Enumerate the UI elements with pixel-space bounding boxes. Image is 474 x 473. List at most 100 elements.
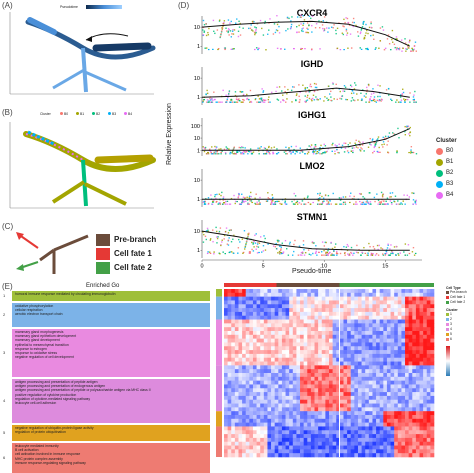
heatmap-cell xyxy=(415,346,420,351)
heatmap-cell xyxy=(325,376,330,381)
data-point xyxy=(267,197,269,199)
data-point xyxy=(270,203,273,205)
heatmap-cell xyxy=(419,453,424,458)
heatmap-cell xyxy=(361,350,366,355)
heatmap-cell xyxy=(274,399,279,404)
heatmap-cell xyxy=(318,331,323,336)
heatmap-cell xyxy=(278,300,283,305)
heatmap-cell xyxy=(231,311,236,317)
heatmap-cell xyxy=(300,357,304,362)
heatmap-cell xyxy=(332,384,337,389)
heatmap-cell xyxy=(401,399,406,404)
data-point xyxy=(290,23,293,26)
heatmap-cell xyxy=(415,418,420,423)
data-point xyxy=(237,247,240,249)
heatmap-cell xyxy=(408,411,413,416)
heatmap-cell xyxy=(224,331,228,336)
data-point xyxy=(300,14,302,17)
heatmap-cell xyxy=(415,422,420,427)
heatmap-cell xyxy=(386,426,391,431)
heatmap-cell xyxy=(379,323,384,328)
heatmap-cell xyxy=(303,376,308,381)
data-point xyxy=(212,201,215,203)
heatmap-cell xyxy=(292,311,297,317)
data-point xyxy=(311,15,314,17)
cluster-label-b3: B3 xyxy=(446,181,454,187)
heatmap-cell xyxy=(285,437,290,443)
heatmap-cell xyxy=(343,415,348,420)
data-point xyxy=(221,27,224,29)
heatmap-cell xyxy=(408,346,413,351)
data-point xyxy=(230,229,232,231)
data-point xyxy=(360,147,362,149)
heatmap-cell xyxy=(325,296,330,301)
data-point xyxy=(206,252,209,255)
heatmap-cell xyxy=(354,453,359,458)
heatmap-cell xyxy=(292,319,297,324)
heatmap-cell xyxy=(415,327,420,332)
heatmap-cell xyxy=(321,411,326,416)
heatmap-cell xyxy=(252,399,257,404)
heatmap-cell xyxy=(405,430,409,435)
heatmap-cell xyxy=(278,311,283,317)
heatmap-cell xyxy=(249,304,254,309)
heatmap-cell xyxy=(281,304,286,309)
heatmap-cell xyxy=(347,426,352,431)
data-point xyxy=(214,98,216,101)
heatmap-cell xyxy=(405,300,409,305)
data-point xyxy=(400,94,402,96)
heatmap-cell xyxy=(430,369,435,374)
data-point xyxy=(414,90,416,93)
data-point xyxy=(273,146,275,148)
data-point xyxy=(212,48,214,50)
heatmap-cell xyxy=(339,331,344,336)
heatmap-cell xyxy=(242,395,247,401)
heatmap-cell xyxy=(390,445,395,450)
data-point xyxy=(211,101,214,103)
heatmap-cell xyxy=(249,441,254,446)
data-point xyxy=(215,101,217,103)
data-point xyxy=(250,24,252,26)
heatmap-cell xyxy=(347,338,352,343)
heatmap-cell xyxy=(325,300,330,305)
heatmap-cell xyxy=(307,380,312,385)
heatmap-cell xyxy=(426,289,431,294)
data-point xyxy=(262,90,265,92)
heatmap-cell xyxy=(256,434,261,439)
heatmap-cell xyxy=(426,388,431,393)
data-point xyxy=(415,203,417,205)
heatmap-cell xyxy=(365,449,370,454)
heatmap-cell xyxy=(379,327,384,332)
heatmap-cell xyxy=(350,350,355,355)
heatmap-cell xyxy=(401,331,406,336)
heatmap-cell xyxy=(252,350,257,355)
data-point xyxy=(408,41,411,43)
data-point xyxy=(366,254,368,256)
data-point xyxy=(278,200,280,203)
swatch-cell-fate-1 xyxy=(96,248,110,260)
heatmap-cell xyxy=(300,331,304,336)
go-term: immune response-regulating signaling pat… xyxy=(15,460,86,465)
heatmap-cell xyxy=(318,369,323,374)
data-point xyxy=(319,147,321,149)
data-point xyxy=(280,252,283,255)
data-point xyxy=(321,254,323,256)
heatmap-cell xyxy=(361,361,366,366)
data-point xyxy=(215,151,217,153)
heatmap-cell xyxy=(238,350,243,355)
heatmap-cell xyxy=(292,418,297,423)
heatmap-cell xyxy=(412,392,417,397)
go-group-number: 4 xyxy=(3,398,6,403)
data-point xyxy=(321,203,323,205)
data-point xyxy=(414,252,417,255)
heatmap-cell xyxy=(321,315,326,320)
heatmap-cell xyxy=(227,437,232,443)
heatmap-cell xyxy=(405,434,409,439)
data-point xyxy=(413,98,416,101)
heatmap-cell xyxy=(361,311,366,317)
data-point xyxy=(335,203,338,205)
heatmap-cell xyxy=(350,392,355,397)
heatmap-cell xyxy=(227,422,232,427)
heatmap-cell xyxy=(343,418,348,423)
data-point xyxy=(399,203,401,205)
